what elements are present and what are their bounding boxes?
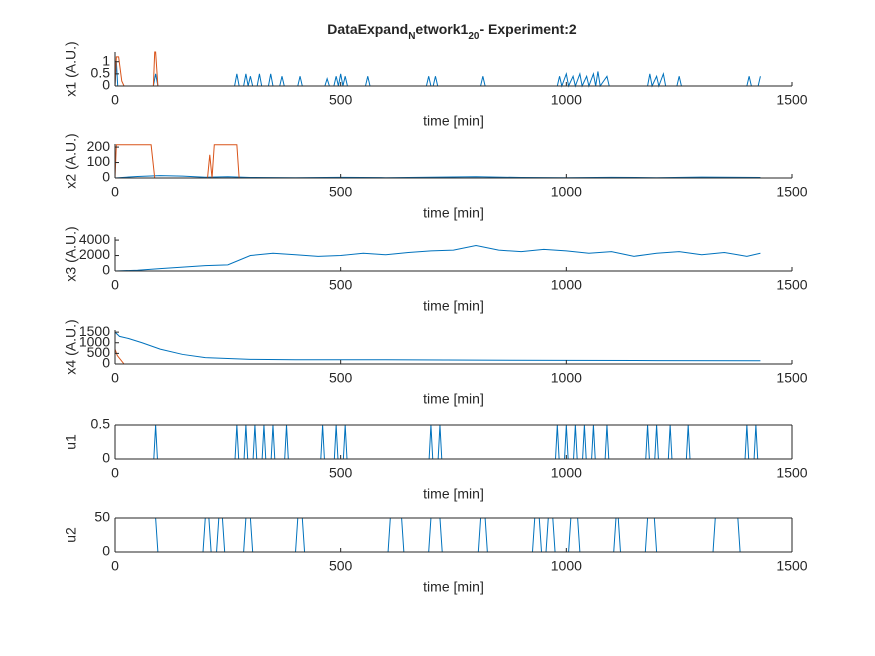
x-tick-label: 500	[329, 92, 353, 108]
data-line	[114, 144, 240, 179]
title-part: - Experiment:2	[479, 21, 576, 37]
y-tick-label: 4000	[79, 231, 110, 247]
x-tick-label: 1500	[776, 92, 807, 108]
y-tick-label: 100	[87, 153, 111, 169]
y-tick-label: 0	[102, 543, 110, 559]
x-tick-label: 0	[111, 465, 119, 481]
x-tick-label: 1000	[551, 370, 582, 386]
x-axis-label: time [min]	[423, 486, 484, 502]
x-tick-label: 1500	[776, 184, 807, 200]
y-tick-label: 0	[102, 355, 110, 371]
y-tick-label: 50	[94, 509, 110, 525]
x-tick-label: 1000	[551, 558, 582, 574]
data-line	[114, 244, 761, 272]
data-line	[114, 51, 237, 87]
y-tick-label: 0.5	[91, 65, 111, 81]
y-tick-label: 0	[102, 77, 110, 93]
y-tick-label: 1500	[79, 323, 110, 339]
x-tick-label: 1500	[776, 277, 807, 293]
x-axis-label: time [min]	[423, 298, 484, 314]
x-tick-label: 500	[329, 370, 353, 386]
figure-title: DataExpandNetwork120- Experiment:2	[327, 21, 577, 42]
data-line	[114, 61, 761, 88]
x-tick-label: 0	[111, 558, 119, 574]
x-axis-label: time [min]	[423, 391, 484, 407]
data-line	[115, 424, 761, 460]
title-part: DataExpand	[327, 21, 408, 37]
y-tick-label: 0	[102, 450, 110, 466]
y-axis-label: u2	[63, 527, 79, 543]
x-axis-label: time [min]	[423, 113, 484, 129]
subplot: 0 500 1000 1500 00.51 time [min] x1 (A.U.)	[63, 41, 808, 128]
x-tick-label: 1500	[776, 465, 807, 481]
y-tick-label: 0	[102, 169, 110, 185]
data-line	[114, 348, 237, 365]
data-line	[114, 331, 761, 362]
x-axis-label: time [min]	[423, 579, 484, 595]
y-tick-label: 0.5	[91, 416, 111, 432]
y-tick-label: 2000	[79, 246, 110, 262]
x-tick-label: 1000	[551, 277, 582, 293]
y-axis-label: x2 (A.U.)	[63, 133, 79, 188]
title-part: etwork1	[415, 21, 468, 37]
y-tick-label: 0	[102, 262, 110, 278]
subplot: 0 500 1000 1500 0 0.5 time [min] u1	[63, 416, 808, 502]
x-tick-label: 1500	[776, 370, 807, 386]
title-subscript: N	[408, 31, 415, 42]
x-tick-label: 1000	[551, 465, 582, 481]
y-axis-label: x1 (A.U.)	[63, 41, 79, 96]
x-tick-label: 500	[329, 184, 353, 200]
y-axis-label: x3 (A.U.)	[63, 226, 79, 281]
title-subscript: 20	[468, 31, 480, 42]
x-axis-label: time [min]	[423, 205, 484, 221]
x-tick-label: 0	[111, 92, 119, 108]
x-tick-label: 0	[111, 370, 119, 386]
y-tick-label: 1	[102, 52, 110, 68]
y-tick-label: 1000	[79, 333, 110, 349]
x-tick-label: 500	[329, 465, 353, 481]
subplot: 0 500 1000 1500 0 50 time [min] u2	[63, 509, 808, 595]
x-tick-label: 1000	[551, 92, 582, 108]
data-line	[115, 517, 761, 553]
x-tick-label: 500	[329, 558, 353, 574]
y-axis-label: x4 (A.U.)	[63, 319, 79, 374]
y-tick-label: 500	[87, 344, 111, 360]
x-tick-label: 0	[111, 277, 119, 293]
y-tick-label: 200	[87, 138, 111, 154]
x-tick-label: 1500	[776, 558, 807, 574]
y-axis-label: u1	[63, 434, 79, 450]
x-tick-label: 0	[111, 184, 119, 200]
x-tick-label: 1000	[551, 184, 582, 200]
x-tick-label: 500	[329, 277, 353, 293]
